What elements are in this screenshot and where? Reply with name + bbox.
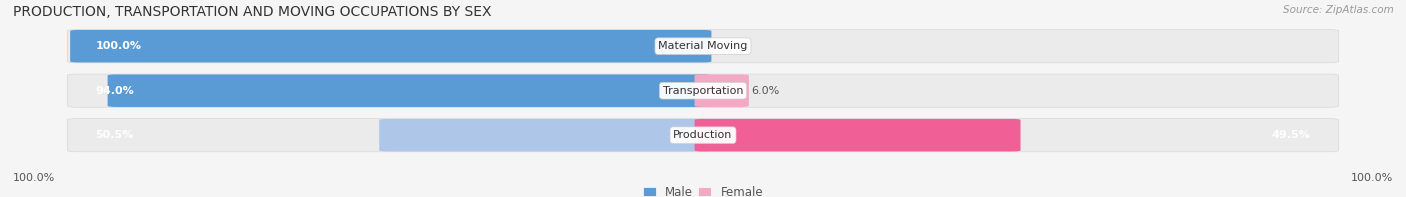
- FancyBboxPatch shape: [67, 119, 1339, 152]
- Text: Source: ZipAtlas.com: Source: ZipAtlas.com: [1282, 5, 1393, 15]
- Text: 100.0%: 100.0%: [1351, 173, 1393, 183]
- FancyBboxPatch shape: [70, 30, 711, 62]
- Text: Production: Production: [673, 130, 733, 140]
- Text: 100.0%: 100.0%: [96, 41, 142, 51]
- FancyBboxPatch shape: [695, 119, 1021, 151]
- Text: 50.5%: 50.5%: [96, 130, 134, 140]
- FancyBboxPatch shape: [67, 74, 1339, 107]
- FancyBboxPatch shape: [67, 30, 1339, 63]
- FancyBboxPatch shape: [695, 74, 749, 107]
- Text: PRODUCTION, TRANSPORTATION AND MOVING OCCUPATIONS BY SEX: PRODUCTION, TRANSPORTATION AND MOVING OC…: [13, 5, 491, 19]
- Text: Material Moving: Material Moving: [658, 41, 748, 51]
- FancyBboxPatch shape: [380, 119, 711, 151]
- Text: 94.0%: 94.0%: [96, 86, 134, 96]
- Text: 100.0%: 100.0%: [13, 173, 55, 183]
- FancyBboxPatch shape: [108, 74, 711, 107]
- Text: Transportation: Transportation: [662, 86, 744, 96]
- Text: 6.0%: 6.0%: [752, 86, 780, 96]
- Text: 49.5%: 49.5%: [1272, 130, 1310, 140]
- Legend: Male, Female: Male, Female: [643, 186, 763, 197]
